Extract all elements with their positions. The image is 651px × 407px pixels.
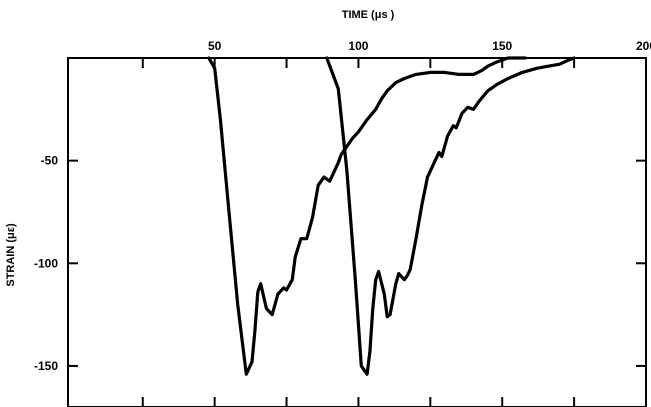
x-tick-label-50: 50 <box>208 39 222 53</box>
x-tick-label-150: 150 <box>492 39 512 53</box>
x-axis-title: TIME (μs ) <box>342 9 395 21</box>
y-tick-label--100: -100 <box>34 256 58 270</box>
y-tick-label--50: -50 <box>41 154 59 168</box>
series-line-1 <box>207 56 527 376</box>
x-tick-label-200: 200 <box>636 39 651 53</box>
x-tick-label-100: 100 <box>348 39 368 53</box>
plot-frame <box>67 57 647 407</box>
tick-marks <box>68 58 647 407</box>
y-axis-title: STRAIN (με) <box>5 223 17 287</box>
series-lines <box>207 56 576 376</box>
tick-labels: 50 100 150 200 -50 -100 -150 <box>34 39 651 373</box>
series-line-2 <box>325 56 576 376</box>
y-tick-label--150: -150 <box>34 359 58 373</box>
